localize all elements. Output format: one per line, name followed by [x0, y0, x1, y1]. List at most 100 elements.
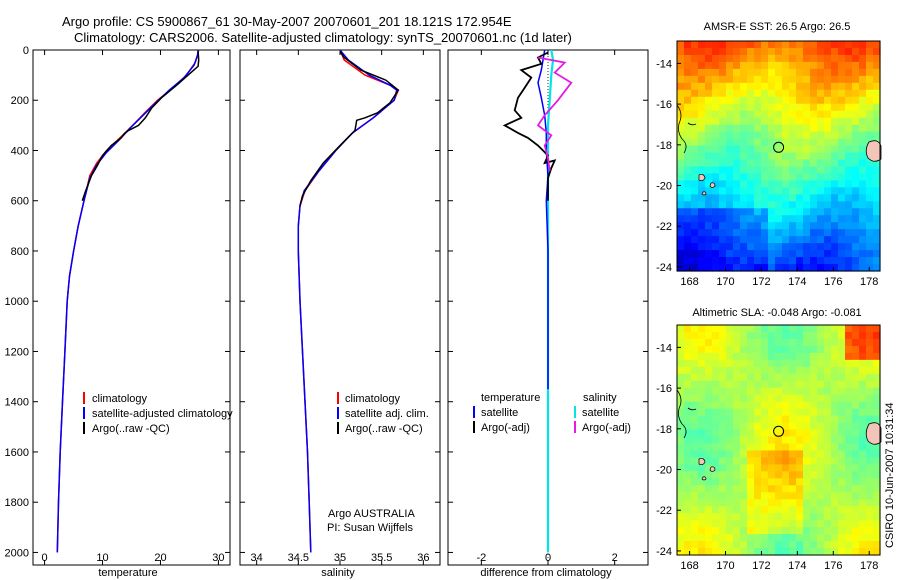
- heatmap-cell: [803, 478, 811, 486]
- heatmap-cell: [866, 401, 874, 410]
- heatmap-cell: [796, 506, 804, 514]
- heatmap-cell: [831, 541, 839, 549]
- heatmap-cell: [824, 96, 832, 105]
- heatmap-cell: [866, 408, 874, 417]
- heatmap-cell: [831, 450, 839, 459]
- heatmap-cell: [768, 478, 776, 486]
- heatmap-cell: [838, 325, 846, 333]
- heatmap-cell: [677, 513, 685, 521]
- heatmap-cell: [684, 541, 692, 549]
- heatmap-cell: [677, 527, 685, 535]
- heatmap-cell: [733, 208, 741, 216]
- map-y-tick-label: -14: [656, 342, 672, 354]
- heatmap-cell: [719, 96, 727, 105]
- heatmap-cell: [810, 506, 818, 514]
- heatmap-cell: [852, 222, 860, 230]
- heatmap-cell: [698, 257, 706, 265]
- heatmap-cell: [782, 394, 790, 403]
- heatmap-cell: [810, 380, 818, 389]
- heatmap-cell: [719, 534, 727, 542]
- heatmap-cell: [859, 387, 867, 396]
- heatmap-cell: [817, 201, 825, 209]
- heatmap-cell: [698, 250, 706, 258]
- heatmap-cell: [810, 229, 818, 237]
- heatmap-cell: [733, 229, 741, 237]
- heatmap-cell: [747, 415, 755, 424]
- heatmap-cell: [761, 96, 769, 105]
- heatmap-cell: [873, 41, 881, 49]
- heatmap-cell: [747, 373, 755, 382]
- heatmap-cell: [684, 75, 692, 84]
- heatmap-cell: [873, 103, 881, 112]
- heatmap-cell: [831, 131, 839, 140]
- heatmap-cell: [838, 145, 846, 154]
- heatmap-cell: [712, 408, 720, 417]
- depth-tick-label: 600: [11, 196, 29, 208]
- heatmap-cell: [775, 436, 783, 445]
- heatmap-cell: [789, 548, 797, 556]
- heatmap-cell: [726, 138, 734, 147]
- heatmap-cell: [705, 450, 713, 459]
- heatmap-cell: [754, 492, 762, 500]
- heatmap-cell: [852, 68, 860, 77]
- heatmap-cell: [726, 117, 734, 126]
- heatmap-cell: [761, 534, 769, 542]
- heatmap-cell: [754, 68, 762, 77]
- heatmap-cell: [845, 236, 853, 244]
- heatmap-cell: [817, 478, 825, 486]
- heatmap-cell: [698, 359, 706, 368]
- heatmap-cell: [859, 96, 867, 105]
- heatmap-cell: [733, 457, 741, 465]
- heatmap-cell: [831, 82, 839, 91]
- heatmap-cell: [838, 485, 846, 493]
- heatmap-cell: [712, 345, 720, 354]
- heatmap-cell: [740, 492, 748, 500]
- x-tick-label: 34: [251, 552, 263, 564]
- heatmap-cell: [817, 394, 825, 403]
- heatmap-cell: [817, 429, 825, 438]
- heatmap-cell: [845, 401, 853, 410]
- heatmap-cell: [803, 236, 811, 244]
- heatmap-cell: [873, 68, 881, 77]
- heatmap-cell: [824, 464, 832, 472]
- heatmap-cell: [838, 236, 846, 244]
- heatmap-cell: [754, 257, 762, 265]
- heatmap-cell: [747, 159, 755, 168]
- heatmap-cell: [768, 429, 776, 438]
- heatmap-cell: [831, 89, 839, 98]
- heatmap-cell: [726, 124, 734, 133]
- heatmap-cell: [859, 325, 867, 333]
- heatmap-cell: [817, 366, 825, 375]
- heatmap-cell: [775, 373, 783, 382]
- map-y-tick-label: -20: [656, 181, 672, 193]
- heatmap-cell: [719, 243, 727, 251]
- sst-map-panel: AMSR-E SST: 26.5 Argo: 26.5 168 170 172 174…: [656, 21, 882, 288]
- heatmap-cell: [691, 187, 699, 195]
- heatmap-cell: [775, 243, 783, 251]
- heatmap-cell: [796, 124, 804, 133]
- heatmap-cell: [782, 415, 790, 424]
- heatmap-cell: [740, 520, 748, 528]
- heatmap-cell: [740, 215, 748, 223]
- heatmap-cell: [733, 478, 741, 486]
- heatmap-cell: [831, 152, 839, 161]
- heatmap-cell: [719, 250, 727, 258]
- heatmap-cell: [733, 492, 741, 500]
- heatmap-cell: [761, 89, 769, 98]
- heatmap-cell: [838, 380, 846, 389]
- heatmap-cell: [817, 506, 825, 514]
- heatmap-cell: [775, 194, 783, 202]
- heatmap-cell: [726, 229, 734, 237]
- heatmap-cell: [677, 215, 685, 223]
- heatmap-cell: [803, 187, 811, 195]
- heatmap-cell: [789, 145, 797, 154]
- heatmap-cell: [719, 152, 727, 161]
- heatmap-cell: [698, 513, 706, 521]
- heatmap-cell: [677, 208, 685, 216]
- heatmap-cell: [845, 208, 853, 216]
- heatmap-cell: [866, 548, 874, 556]
- heatmap-cell: [803, 166, 811, 175]
- heatmap-cell: [726, 243, 734, 251]
- heatmap-cell: [873, 464, 881, 472]
- heatmap-cell: [740, 131, 748, 140]
